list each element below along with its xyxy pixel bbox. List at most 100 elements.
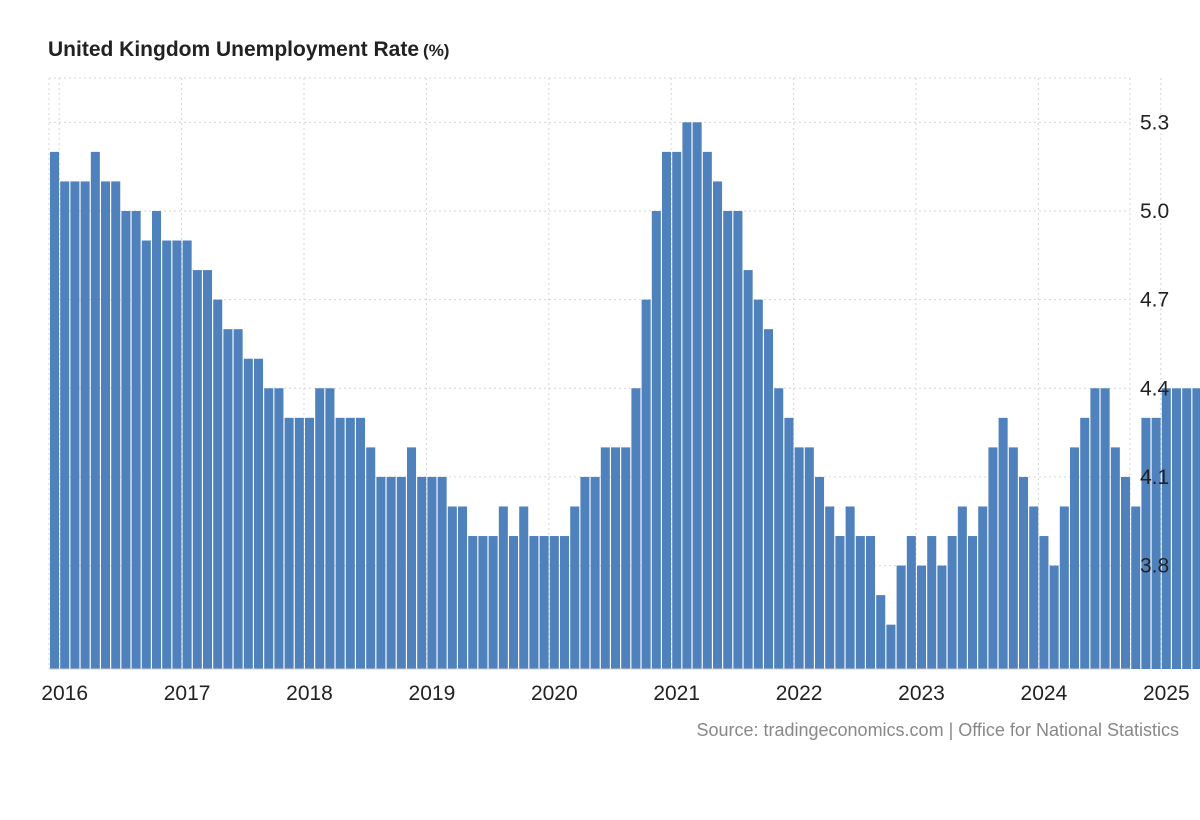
bar[interactable] — [672, 151, 682, 670]
bar[interactable] — [886, 624, 896, 669]
bar[interactable] — [855, 536, 865, 669]
bar[interactable] — [509, 536, 519, 669]
bar[interactable] — [478, 536, 488, 669]
bar[interactable] — [835, 536, 845, 669]
bar[interactable] — [1121, 476, 1131, 669]
bar[interactable] — [580, 476, 590, 669]
bar[interactable] — [947, 536, 957, 669]
bar[interactable] — [753, 299, 763, 670]
bar[interactable] — [325, 388, 335, 669]
bar[interactable] — [784, 417, 794, 669]
bar[interactable] — [631, 388, 641, 669]
bar[interactable] — [172, 240, 182, 669]
bar[interactable] — [407, 447, 417, 670]
bar[interactable] — [1080, 417, 1090, 669]
bar[interactable] — [1029, 506, 1039, 669]
bar[interactable] — [529, 536, 539, 669]
bar[interactable] — [294, 417, 304, 669]
bar[interactable] — [988, 447, 998, 670]
bar[interactable] — [733, 210, 743, 670]
bar[interactable] — [417, 476, 427, 669]
bar[interactable] — [427, 476, 437, 669]
bar[interactable] — [182, 240, 192, 669]
bar[interactable] — [1161, 388, 1171, 669]
bar[interactable] — [254, 358, 264, 669]
bar[interactable] — [243, 358, 253, 669]
bar[interactable] — [152, 210, 162, 670]
bar[interactable] — [866, 536, 876, 669]
bar[interactable] — [713, 181, 723, 669]
bar[interactable] — [845, 506, 855, 669]
bar[interactable] — [162, 240, 172, 669]
bar[interactable] — [539, 536, 549, 669]
bar[interactable] — [1110, 447, 1120, 670]
bar[interactable] — [560, 536, 570, 669]
bar[interactable] — [978, 506, 988, 669]
bar[interactable] — [682, 122, 692, 669]
bar[interactable] — [1172, 388, 1182, 669]
bar[interactable] — [1192, 388, 1200, 669]
bar[interactable] — [621, 447, 631, 670]
bar[interactable] — [376, 476, 386, 669]
bar[interactable] — [519, 506, 529, 669]
bar[interactable] — [305, 417, 315, 669]
bar[interactable] — [111, 181, 121, 669]
bar[interactable] — [906, 536, 916, 669]
bar[interactable] — [1049, 565, 1059, 669]
bar[interactable] — [764, 329, 774, 669]
bar[interactable] — [774, 388, 784, 669]
bar[interactable] — [1019, 476, 1029, 669]
bar[interactable] — [723, 210, 733, 670]
bar[interactable] — [702, 151, 712, 670]
bar[interactable] — [366, 447, 376, 670]
bar[interactable] — [937, 565, 947, 669]
bar[interactable] — [590, 476, 600, 669]
bar[interactable] — [1008, 447, 1018, 670]
bar[interactable] — [662, 151, 672, 670]
bar[interactable] — [345, 417, 355, 669]
bar[interactable] — [498, 506, 508, 669]
bar[interactable] — [968, 536, 978, 669]
bar[interactable] — [203, 270, 213, 669]
bar[interactable] — [274, 388, 284, 669]
bar[interactable] — [488, 536, 498, 669]
bar[interactable] — [141, 240, 151, 669]
bar[interactable] — [651, 210, 661, 670]
bar[interactable] — [284, 417, 294, 669]
bar[interactable] — [876, 595, 886, 670]
bar[interactable] — [1059, 506, 1069, 669]
bar[interactable] — [70, 181, 80, 669]
bar[interactable] — [743, 270, 753, 669]
bar[interactable] — [1090, 388, 1100, 669]
bar[interactable] — [386, 476, 396, 669]
bar[interactable] — [1070, 447, 1080, 670]
bar[interactable] — [927, 536, 937, 669]
bar[interactable] — [1151, 417, 1161, 669]
bar[interactable] — [90, 151, 100, 670]
bar[interactable] — [468, 536, 478, 669]
bar[interactable] — [600, 447, 610, 670]
bar[interactable] — [896, 565, 906, 669]
bar[interactable] — [447, 506, 457, 669]
bar[interactable] — [60, 181, 70, 669]
bar[interactable] — [611, 447, 621, 670]
bar[interactable] — [335, 417, 345, 669]
bar[interactable] — [794, 447, 804, 670]
bar[interactable] — [131, 210, 141, 670]
bar[interactable] — [1182, 388, 1192, 669]
bar[interactable] — [825, 506, 835, 669]
bar[interactable] — [1100, 388, 1110, 669]
bar[interactable] — [396, 476, 406, 669]
bar[interactable] — [804, 447, 814, 670]
bar[interactable] — [121, 210, 131, 670]
bar[interactable] — [315, 388, 325, 669]
bar[interactable] — [570, 506, 580, 669]
bar[interactable] — [917, 565, 927, 669]
bar[interactable] — [957, 506, 967, 669]
bar[interactable] — [1039, 536, 1049, 669]
bar[interactable] — [641, 299, 651, 670]
bar[interactable] — [50, 151, 60, 670]
bar[interactable] — [815, 476, 825, 669]
bar[interactable] — [458, 506, 468, 669]
bar[interactable] — [356, 417, 366, 669]
